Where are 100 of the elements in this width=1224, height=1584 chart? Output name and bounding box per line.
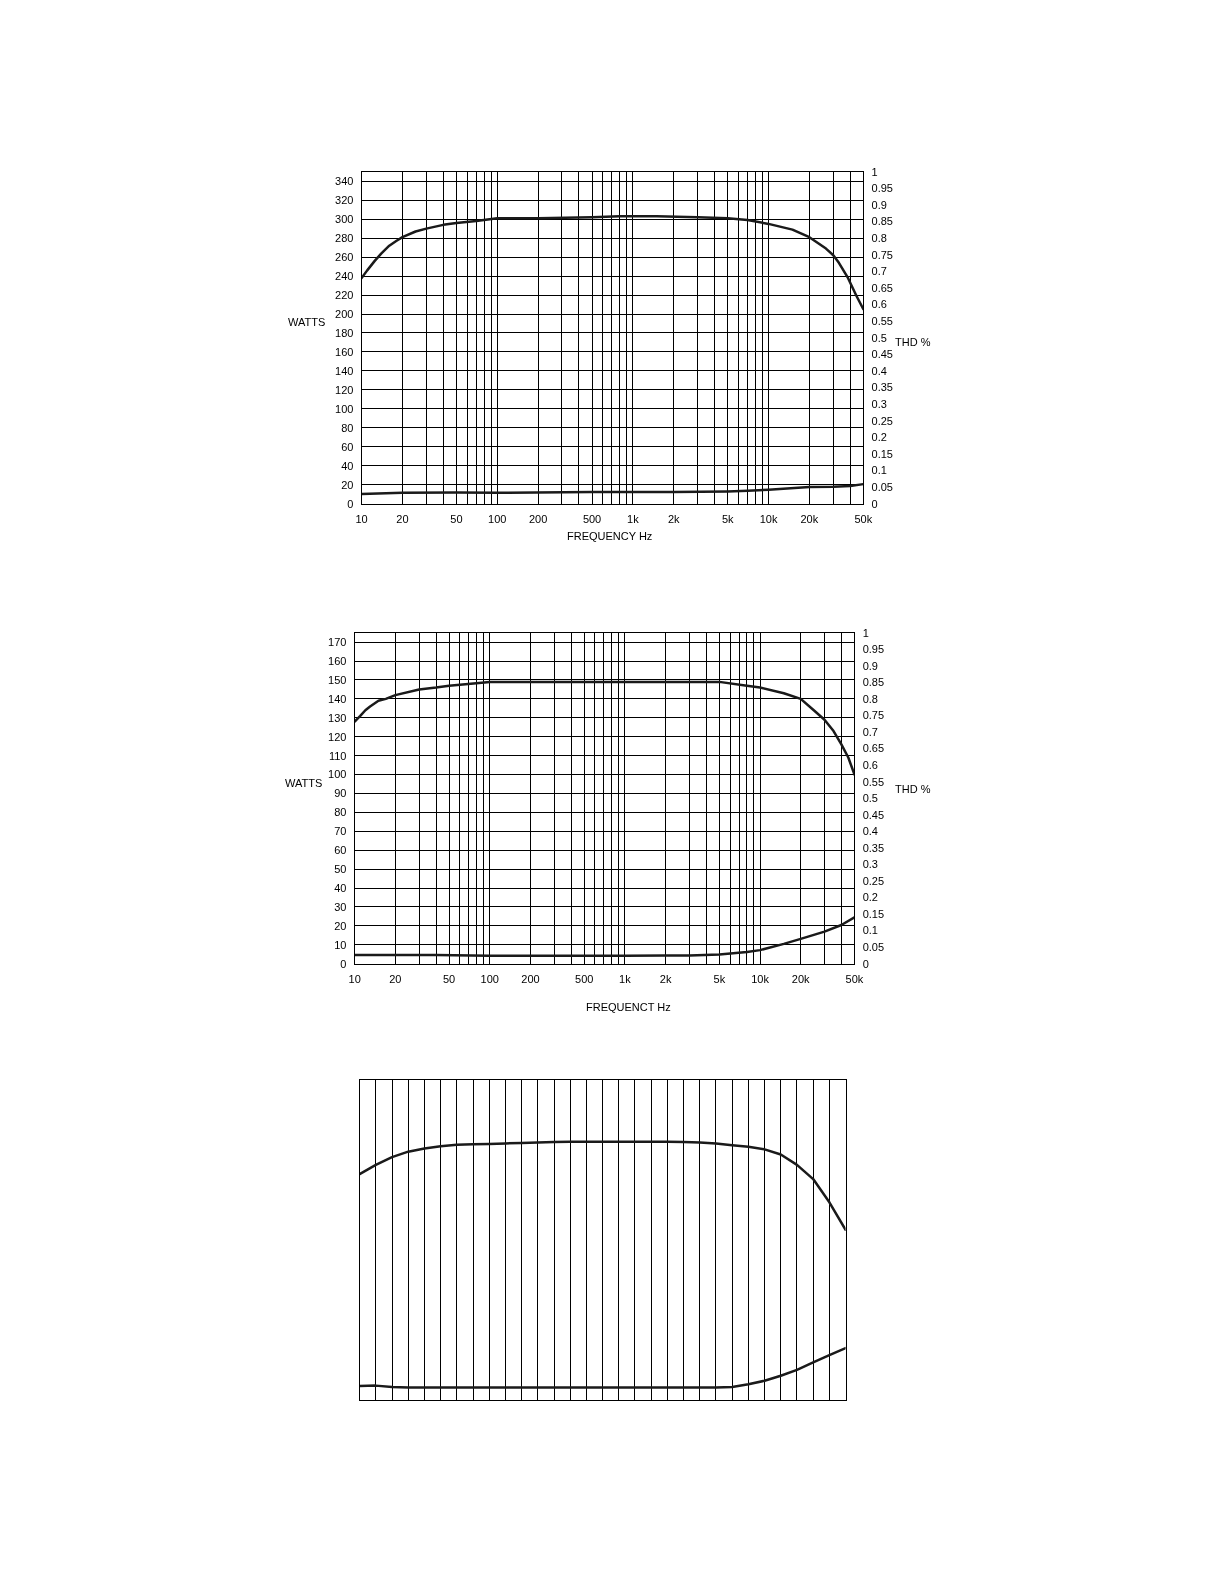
y2-tick-label: 0.8	[862, 692, 878, 705]
y-tick-label: 120	[335, 383, 354, 396]
y2-tick-label: 0	[871, 497, 878, 510]
y-tick-label: 280	[335, 231, 354, 244]
y-tick-label: 40	[334, 881, 347, 894]
y2-tick-label: 0.5	[862, 792, 878, 805]
y2-tick-label: 0.15	[871, 447, 893, 460]
y-tick-label: 20	[341, 478, 354, 491]
y-tick-label: 140	[335, 364, 354, 377]
y2-tick-label: 0.35	[871, 381, 893, 394]
y-tick-label: 60	[341, 440, 354, 453]
y-tick-label: 340	[335, 175, 354, 188]
y2-tick-label: 0.15	[862, 907, 885, 920]
y2-tick-label: 0.25	[871, 414, 893, 427]
x-tick-label: 100	[488, 512, 507, 525]
y-tick-label: 80	[334, 806, 347, 819]
x-tick-label: 2k	[667, 512, 681, 525]
y2-tick-label: 0.4	[871, 364, 887, 377]
x-tick-label: 50k	[845, 972, 864, 985]
x-tick-label: 20k	[791, 972, 811, 985]
x-tick-label: 1k	[627, 512, 640, 525]
y-tick-label: 220	[335, 288, 354, 301]
y-tick-label: 100	[335, 402, 354, 415]
y-tick-label: 0	[347, 497, 354, 510]
x-tick-label: 10k	[759, 512, 778, 525]
y2-tick-label: 0.45	[862, 808, 885, 821]
y-tick-label: 50	[334, 862, 347, 875]
y2-tick-label: 0.6	[862, 758, 878, 771]
y2-tick-label: 0.85	[871, 215, 893, 228]
y2-tick-label: 0.55	[871, 314, 893, 327]
y-tick-label: 30	[334, 900, 347, 913]
x-tick-label: 500	[582, 512, 602, 525]
x-tick-label: 500	[575, 972, 594, 985]
y-tick-label: 110	[328, 749, 347, 762]
x-tick-label: 200	[521, 972, 540, 985]
y-tick-label: 260	[335, 250, 354, 263]
y-tick-label: 130	[328, 711, 347, 724]
y-tick-label: 200	[335, 307, 354, 320]
y2-tick-label: 0.35	[862, 841, 885, 854]
y2-tick-label: 0.3	[862, 858, 878, 871]
x-tick-label: 200	[528, 512, 548, 525]
y-axis-title: WATTS	[285, 777, 323, 789]
x-tick-label: 20k	[800, 512, 819, 525]
x-tick-label: 20	[396, 512, 409, 525]
y-tick-label: 180	[335, 326, 354, 339]
y-tick-label: 170	[328, 636, 347, 649]
y2-tick-label: 0.2	[862, 891, 878, 904]
x-tick-label: 2k	[659, 972, 672, 985]
y2-axis-title: THD %	[895, 336, 931, 348]
y-tick-label: 80	[341, 421, 354, 434]
y2-tick-label: 0.6	[871, 298, 887, 311]
y-tick-label: 300	[335, 213, 354, 225]
x-tick-label: 1k	[619, 972, 632, 985]
y-tick-label: 150	[328, 673, 347, 686]
y-tick-label: 160	[328, 654, 347, 667]
y2-tick-label: 0.9	[862, 659, 878, 672]
y2-tick-label: 0.7	[871, 265, 887, 278]
y-tick-label: 0	[340, 957, 347, 970]
x-tick-label: 20	[389, 972, 402, 985]
x-tick-label: 10k	[751, 972, 770, 985]
y-tick-label: 90	[334, 787, 347, 800]
x-tick-label: 50	[442, 972, 456, 985]
y-tick-label: 40	[341, 459, 354, 472]
y2-tick-label: 0.65	[871, 281, 893, 294]
y2-tick-label: 0.05	[871, 480, 893, 493]
y2-tick-label: 0.3	[871, 397, 887, 410]
x-tick-label: 5k	[713, 972, 726, 985]
y2-axis-title: THD %	[895, 783, 931, 795]
x-tick-label: 10	[355, 512, 368, 525]
y2-tick-label: 0.85	[862, 676, 885, 689]
y2-tick-label: 0.2	[871, 431, 887, 444]
y-tick-label: 60	[334, 844, 347, 857]
y2-tick-label: 0.4	[862, 825, 878, 838]
y-tick-label: 160	[335, 345, 354, 358]
y2-tick-label: 0.75	[862, 709, 885, 722]
y2-tick-label: 0.95	[862, 643, 885, 656]
y2-tick-label: 0.8	[871, 231, 887, 244]
y-tick-label: 100	[328, 768, 347, 781]
y-tick-label: 140	[328, 692, 347, 705]
x-tick-label: 5k	[721, 512, 735, 525]
y2-tick-label: 0.1	[871, 464, 887, 477]
y2-tick-label: 0.45	[871, 348, 893, 361]
y2-tick-label: 0.95	[871, 182, 893, 195]
y2-tick-label: 0	[862, 957, 869, 970]
y-axis-title: WATTS	[288, 316, 326, 328]
y2-tick-label: 0.7	[862, 725, 878, 738]
x-tick-label: 50k	[854, 512, 873, 525]
y2-tick-label: 0.5	[871, 331, 887, 344]
y-tick-label: 70	[334, 825, 347, 838]
y2-tick-label: 0.55	[862, 775, 885, 788]
y2-tick-label: 0.65	[862, 742, 885, 755]
y2-tick-label: 0.05	[862, 940, 885, 953]
y2-tick-label: 1	[862, 626, 869, 639]
y-tick-label: 20	[334, 919, 347, 932]
y-tick-label: 120	[328, 730, 347, 743]
x-tick-label: 50	[450, 512, 463, 525]
y2-tick-label: 1	[871, 165, 878, 178]
y2-tick-label: 0.75	[871, 248, 893, 261]
x-axis-title: FREQUENCT Hz	[586, 1001, 671, 1013]
y-tick-label: 320	[335, 194, 354, 207]
